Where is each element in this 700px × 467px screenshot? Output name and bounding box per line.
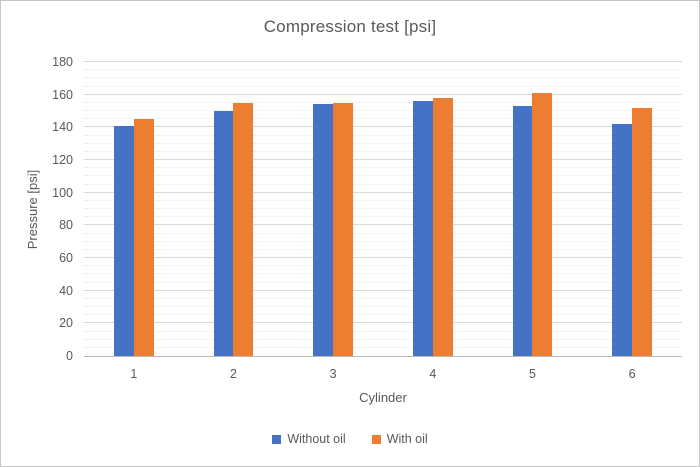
legend-label: Without oil bbox=[287, 432, 346, 446]
minor-gridline bbox=[84, 199, 682, 201]
x-tick-label: 5 bbox=[529, 367, 536, 381]
major-gridline bbox=[84, 61, 682, 62]
minor-gridline bbox=[84, 232, 682, 234]
bar-group-cylinder-2 bbox=[213, 102, 254, 356]
y-tick-label: 60 bbox=[59, 251, 73, 265]
y-axis-ticks: 0 20 40 60 80 100 120 140 160 180 bbox=[29, 55, 73, 363]
minor-gridline bbox=[84, 208, 682, 209]
bar-with-oil-cylinder-3 bbox=[333, 102, 354, 356]
minor-gridline bbox=[84, 134, 682, 136]
bar-group-cylinder-1 bbox=[113, 119, 154, 356]
minor-gridline bbox=[84, 281, 682, 283]
minor-gridline bbox=[84, 338, 682, 340]
y-tick-label: 120 bbox=[52, 153, 73, 167]
minor-gridline bbox=[84, 330, 682, 332]
y-tick-label: 180 bbox=[52, 55, 73, 69]
major-gridline bbox=[84, 93, 682, 95]
chart-title: Compression test [psi] bbox=[263, 17, 437, 36]
minor-gridline bbox=[84, 69, 682, 71]
legend-label: With oil bbox=[386, 432, 428, 446]
minor-gridline bbox=[84, 150, 682, 152]
minor-gridline bbox=[84, 85, 682, 87]
minor-gridline bbox=[84, 77, 682, 79]
minor-gridline bbox=[84, 167, 682, 169]
bar-without-oil-cylinder-5 bbox=[512, 106, 533, 356]
bar-group-cylinder-3 bbox=[313, 102, 354, 356]
minor-gridline bbox=[84, 297, 682, 299]
major-gridline bbox=[84, 289, 682, 291]
x-tick-label: 2 bbox=[230, 367, 237, 381]
x-tick-label: 4 bbox=[429, 367, 437, 381]
minor-gridline bbox=[84, 248, 682, 250]
bar-with-oil-cylinder-1 bbox=[133, 119, 154, 356]
bar-with-oil-cylinder-6 bbox=[632, 107, 653, 356]
y-tick-label: 20 bbox=[59, 316, 73, 331]
bar-with-oil-cylinder-4 bbox=[432, 97, 453, 356]
minor-gridline bbox=[84, 240, 682, 242]
y-tick-label: 140 bbox=[52, 120, 73, 135]
y-tick-label: 40 bbox=[59, 283, 73, 298]
legend-marker-icon bbox=[272, 434, 282, 444]
plot-area bbox=[84, 61, 682, 357]
bar-without-oil-cylinder-6 bbox=[612, 124, 633, 356]
legend: Without oil With oil bbox=[1, 432, 699, 446]
y-tick-label: 160 bbox=[52, 87, 73, 102]
legend-marker-icon bbox=[371, 434, 381, 444]
bar-without-oil-cylinder-1 bbox=[113, 125, 134, 356]
major-gridline bbox=[84, 126, 682, 128]
minor-gridline bbox=[84, 110, 682, 111]
minor-gridline bbox=[84, 273, 682, 275]
legend-item-without-oil: Without oil bbox=[272, 432, 346, 446]
major-gridline bbox=[84, 159, 682, 160]
bar-group-cylinder-4 bbox=[412, 97, 453, 356]
minor-gridline bbox=[84, 216, 682, 218]
minor-gridline bbox=[84, 314, 682, 316]
minor-gridline bbox=[84, 306, 682, 307]
minor-gridline bbox=[84, 183, 682, 185]
major-gridline bbox=[84, 191, 682, 193]
bar-group-cylinder-6 bbox=[612, 107, 653, 356]
minor-gridline bbox=[84, 142, 682, 144]
major-gridline bbox=[84, 224, 682, 226]
minor-gridline bbox=[84, 346, 682, 348]
bar-group-cylinder-5 bbox=[512, 93, 553, 356]
x-tick-label: 3 bbox=[329, 367, 337, 381]
minor-gridline bbox=[84, 265, 682, 267]
bar-with-oil-cylinder-5 bbox=[532, 93, 553, 356]
x-tick-label: 6 bbox=[628, 367, 636, 381]
minor-gridline bbox=[84, 118, 682, 120]
minor-gridline bbox=[84, 101, 682, 103]
x-axis-title: Cylinder bbox=[359, 390, 407, 405]
minor-gridline bbox=[84, 175, 682, 177]
bar-with-oil-cylinder-2 bbox=[233, 102, 254, 356]
bar-without-oil-cylinder-2 bbox=[213, 111, 234, 356]
x-tick-label: 1 bbox=[130, 367, 138, 381]
y-tick-label: 0 bbox=[66, 349, 73, 363]
bar-without-oil-cylinder-3 bbox=[313, 104, 334, 356]
major-gridline bbox=[84, 257, 682, 258]
bar-without-oil-cylinder-4 bbox=[412, 101, 433, 356]
y-tick-label: 80 bbox=[59, 218, 73, 233]
major-gridline bbox=[84, 322, 682, 324]
legend-item-with-oil: With oil bbox=[371, 432, 428, 446]
y-tick-label: 100 bbox=[52, 185, 73, 200]
